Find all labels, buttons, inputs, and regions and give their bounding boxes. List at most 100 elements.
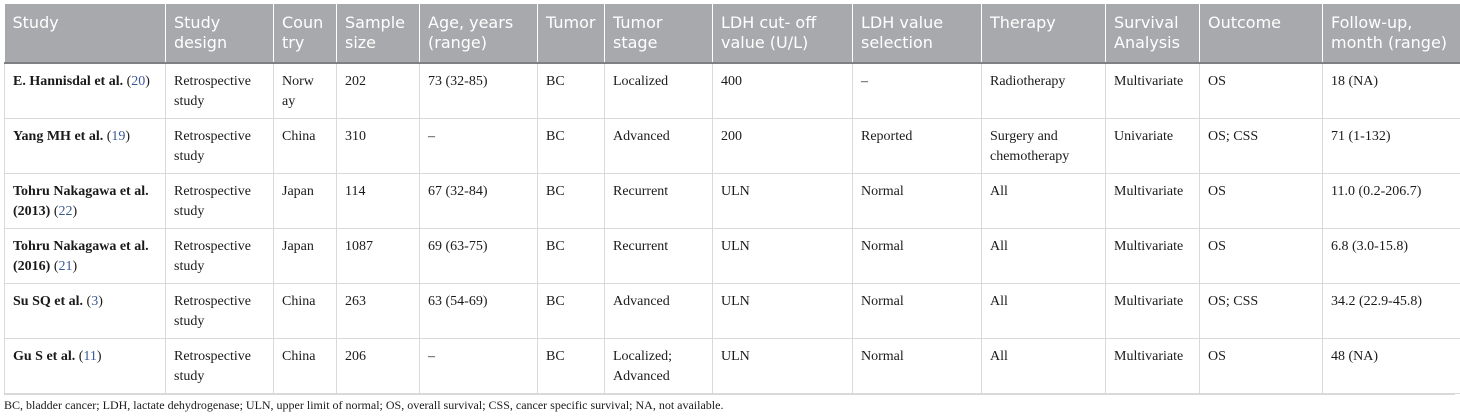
cell-therapy: Surgery and chemotherapy xyxy=(981,118,1106,174)
cell-outcome: OS xyxy=(1199,63,1323,119)
header-row: Study Study design Coun try Sample size … xyxy=(4,4,1460,63)
cell-study-design: Retrospective study xyxy=(165,283,274,339)
reference-link[interactable]: 3 xyxy=(91,294,99,309)
cell-tumor-stage: Advanced xyxy=(604,283,713,339)
cell-therapy: Radiotherapy xyxy=(981,63,1106,119)
cell-age: 73 (32-85) xyxy=(419,63,538,119)
cell-country: China xyxy=(273,118,337,174)
study-name: Yang MH et al. xyxy=(13,129,104,144)
cell-sample-size: 206 xyxy=(336,338,420,394)
cell-outcome: OS xyxy=(1199,173,1323,229)
cell-age: – xyxy=(419,338,538,394)
cell-outcome: OS xyxy=(1199,338,1323,394)
cell-ldh-selection: Normal xyxy=(852,173,982,229)
cell-tumor: BC xyxy=(537,118,605,174)
cell-study: Su SQ et al. (3) xyxy=(4,283,166,339)
cell-ldh-selection: Reported xyxy=(852,118,982,174)
cell-sample-size: 1087 xyxy=(336,228,420,284)
cell-outcome: OS; CSS xyxy=(1199,283,1323,339)
cell-study: Tohru Nakagawa et al. (2016) (21) xyxy=(4,228,166,284)
reference-link[interactable]: 11 xyxy=(83,349,97,364)
ref-open-paren: ( xyxy=(86,294,92,309)
reference-link[interactable]: 22 xyxy=(58,204,73,219)
header-ldh-selection: LDH value selection xyxy=(852,4,982,63)
header-survival-analysis: Survival Analysis xyxy=(1105,4,1200,63)
cell-follow-up: 11.0 (0.2-206.7) xyxy=(1322,173,1460,229)
cell-ldh-cutoff: ULN xyxy=(712,283,853,339)
header-tumor: Tumor xyxy=(537,4,605,63)
table-body: E. Hannisdal et al. (20) Retrospective s… xyxy=(4,63,1460,394)
cell-follow-up: 34.2 (22.9-45.8) xyxy=(1322,283,1460,339)
table-row: Gu S et al. (11) Retrospective study Chi… xyxy=(4,338,1460,394)
table-row: Tohru Nakagawa et al. (2013) (22) Retros… xyxy=(4,173,1460,229)
ref-close-paren: ) xyxy=(72,259,78,274)
ref-close-paren: ) xyxy=(96,349,102,364)
study-characteristics-table-container: Study Study design Coun try Sample size … xyxy=(4,4,1460,394)
study-name: Tohru Nakagawa et al. (2016) xyxy=(13,239,149,274)
cell-study-design: Retrospective study xyxy=(165,228,274,284)
table-row: Yang MH et al. (19) Retrospective study … xyxy=(4,118,1460,174)
table-header: Study Study design Coun try Sample size … xyxy=(4,4,1460,63)
cell-age: 67 (32-84) xyxy=(419,173,538,229)
cell-tumor: BC xyxy=(537,173,605,229)
cell-survival-analysis: Multivariate xyxy=(1105,338,1200,394)
ref-open-paren: ( xyxy=(106,129,112,144)
cell-survival-analysis: Multivariate xyxy=(1105,228,1200,284)
cell-survival-analysis: Multivariate xyxy=(1105,63,1200,119)
cell-study: Gu S et al. (11) xyxy=(4,338,166,394)
cell-ldh-cutoff: ULN xyxy=(712,173,853,229)
cell-therapy: All xyxy=(981,173,1106,229)
reference-link[interactable]: 20 xyxy=(131,74,146,89)
cell-ldh-cutoff: ULN xyxy=(712,228,853,284)
cell-ldh-selection: – xyxy=(852,63,982,119)
cell-therapy: All xyxy=(981,283,1106,339)
cell-tumor-stage: Recurrent xyxy=(604,173,713,229)
cell-sample-size: 310 xyxy=(336,118,420,174)
ref-close-paren: ) xyxy=(98,294,103,309)
header-follow-up: Follow-up, month (range) xyxy=(1322,4,1460,63)
cell-country: Norw ay xyxy=(273,63,337,119)
cell-country: Japan xyxy=(273,173,337,229)
cell-tumor-stage: Localized xyxy=(604,63,713,119)
cell-ldh-selection: Normal xyxy=(852,283,982,339)
cell-study-design: Retrospective study xyxy=(165,118,274,174)
header-ldh-cutoff: LDH cut- off value (U/L) xyxy=(712,4,853,63)
study-name: E. Hannisdal et al. xyxy=(13,74,124,89)
table-row: E. Hannisdal et al. (20) Retrospective s… xyxy=(4,63,1460,119)
ref-close-paren: ) xyxy=(72,204,78,219)
cell-age: 63 (54-69) xyxy=(419,283,538,339)
cell-sample-size: 202 xyxy=(336,63,420,119)
cell-therapy: All xyxy=(981,228,1106,284)
header-study-design: Study design xyxy=(165,4,274,63)
header-country: Coun try xyxy=(273,4,337,63)
cell-ldh-cutoff: ULN xyxy=(712,338,853,394)
cell-ldh-cutoff: 200 xyxy=(712,118,853,174)
header-tumor-stage: Tumor stage xyxy=(604,4,713,63)
header-outcome: Outcome xyxy=(1199,4,1323,63)
cell-follow-up: 71 (1-132) xyxy=(1322,118,1460,174)
table-row: Tohru Nakagawa et al. (2016) (21) Retros… xyxy=(4,228,1460,284)
study-name: Tohru Nakagawa et al. (2013) xyxy=(13,184,149,219)
cell-tumor: BC xyxy=(537,63,605,119)
reference-link[interactable]: 19 xyxy=(111,129,126,144)
header-age: Age, years (range) xyxy=(419,4,538,63)
cell-survival-analysis: Univariate xyxy=(1105,118,1200,174)
cell-age: – xyxy=(419,118,538,174)
cell-age: 69 (63-75) xyxy=(419,228,538,284)
ref-open-paren: ( xyxy=(53,204,59,219)
cell-study-design: Retrospective study xyxy=(165,63,274,119)
cell-study-design: Retrospective study xyxy=(165,173,274,229)
cell-study: E. Hannisdal et al. (20) xyxy=(4,63,166,119)
table-row: Su SQ et al. (3) Retrospective study Chi… xyxy=(4,283,1460,339)
header-therapy: Therapy xyxy=(981,4,1106,63)
cell-study: Tohru Nakagawa et al. (2013) (22) xyxy=(4,173,166,229)
cell-tumor-stage: Advanced xyxy=(604,118,713,174)
cell-country: China xyxy=(273,283,337,339)
cell-tumor: BC xyxy=(537,228,605,284)
ref-close-paren: ) xyxy=(145,74,150,89)
reference-link[interactable]: 21 xyxy=(58,259,73,274)
cell-survival-analysis: Multivariate xyxy=(1105,173,1200,229)
cell-ldh-selection: Normal xyxy=(852,228,982,284)
ref-open-paren: ( xyxy=(53,259,59,274)
cell-follow-up: 48 (NA) xyxy=(1322,338,1460,394)
